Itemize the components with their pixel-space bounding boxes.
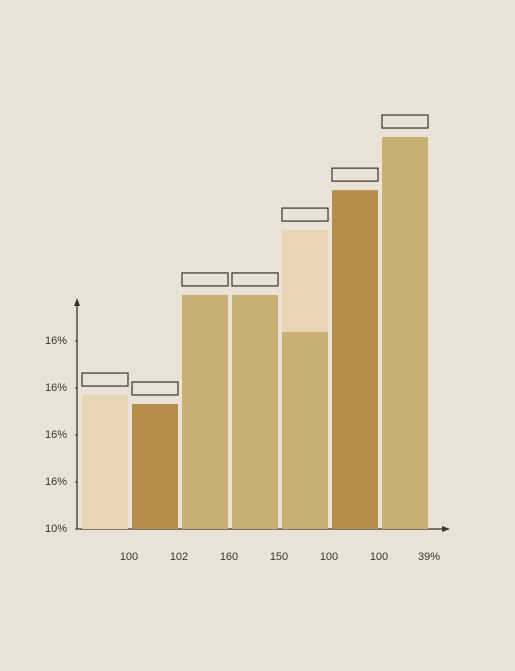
x-tick-label: 150: [270, 551, 288, 563]
x-tick-label: 39%: [418, 551, 440, 563]
x-tick-label: 100: [320, 551, 338, 563]
bar: [382, 137, 428, 529]
y-tick-label: 16%: [45, 429, 67, 441]
x-tick-label: 102: [170, 551, 188, 563]
y-tick-label: 16%: [45, 335, 67, 347]
x-tick-label: 100: [120, 551, 138, 563]
label-box: [381, 114, 429, 129]
label-box: [81, 372, 129, 387]
label-box: [331, 167, 379, 182]
bar: [332, 190, 378, 529]
y-tick-label: 10%: [45, 523, 67, 535]
x-tick-label: 100: [370, 551, 388, 563]
label-box: [281, 207, 329, 222]
bar: [282, 332, 328, 529]
x-tick-label: 160: [220, 551, 238, 563]
label-box: [181, 272, 229, 287]
x-axis-arrow: [442, 526, 450, 532]
bar: [132, 403, 178, 529]
label-box: [231, 272, 279, 287]
bar: [282, 230, 328, 333]
y-axis-arrow: [74, 298, 80, 306]
y-tick-label: 16%: [45, 476, 67, 488]
bar: [232, 294, 278, 529]
bar: [182, 294, 228, 529]
label-box: [131, 381, 179, 396]
bar: [82, 395, 128, 529]
y-tick-label: 16%: [45, 382, 67, 394]
